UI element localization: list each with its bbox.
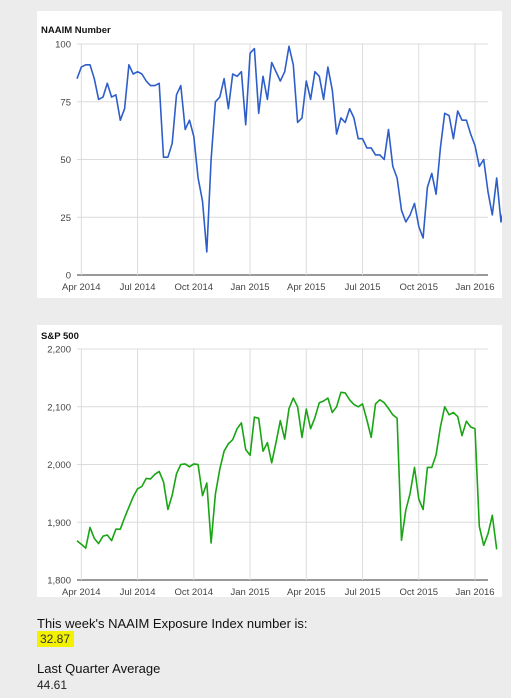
x-tick-label: Apr 2015	[287, 282, 326, 293]
x-tick-label: Jan 2015	[231, 282, 270, 293]
y-tick-label: 2,000	[47, 460, 71, 471]
weekly-index-value: 32.87	[37, 631, 75, 647]
x-tick-label: Jan 2016	[455, 282, 494, 293]
y-tick-label: 75	[60, 97, 71, 108]
naaim-chart-panel: NAAIM Number 0 25 50 75 100 Apr 2014 Jul 2014 Oc…	[37, 11, 502, 298]
series-line	[76, 45, 502, 253]
x-tick-label: Oct 2014	[175, 587, 214, 597]
x-tick-label: Jan 2015	[231, 587, 270, 597]
y-tick-label: 0	[66, 271, 71, 282]
x-tick-label: Apr 2015	[287, 587, 326, 597]
y-tick-label: 1,900	[47, 518, 71, 529]
y-tick-label: 2,200	[47, 345, 71, 356]
weekly-index-value-wrap: 32.87	[37, 631, 75, 647]
y-tick-label: 50	[60, 155, 71, 166]
quarter-average-label: Last Quarter Average	[37, 661, 161, 676]
chart-title: NAAIM Number	[41, 25, 111, 36]
sp500-chart-panel: S&P 500 1,800 1,900 2,000 2,100 2,200 Apr 2014…	[37, 325, 502, 597]
quarter-average-value: 44.61	[37, 678, 68, 692]
y-tick-label: 1,800	[47, 576, 71, 587]
series-line	[76, 391, 498, 550]
weekly-index-label: This week's NAAIM Exposure Index number …	[37, 616, 308, 631]
x-tick-label: Jan 2016	[455, 587, 494, 597]
y-tick-label: 100	[55, 40, 71, 51]
x-tick-label: Jul 2015	[345, 282, 381, 293]
x-tick-label: Oct 2015	[399, 282, 438, 293]
x-tick-label: Jul 2014	[120, 282, 156, 293]
y-tick-label: 25	[60, 213, 71, 224]
y-tick-label: 2,100	[47, 402, 71, 413]
naaim-line-chart: NAAIM Number 0 25 50 75 100 Apr 2014 Jul 2014 Oc…	[41, 25, 502, 293]
x-tick-label: Oct 2015	[399, 587, 438, 597]
x-tick-label: Oct 2014	[175, 282, 214, 293]
sp500-line-chart: S&P 500 1,800 1,900 2,000 2,100 2,200 Apr 2014…	[41, 331, 498, 597]
x-tick-label: Apr 2014	[62, 587, 101, 597]
x-tick-label: Jul 2014	[120, 587, 156, 597]
x-tick-label: Jul 2015	[345, 587, 381, 597]
x-tick-label: Apr 2014	[62, 282, 101, 293]
chart-title: S&P 500	[41, 331, 79, 342]
